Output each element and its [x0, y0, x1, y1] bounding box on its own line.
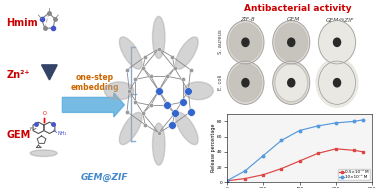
- 0.5×10⁻³ M: [243, 177, 247, 180]
- Ellipse shape: [153, 16, 165, 58]
- Ellipse shape: [119, 112, 142, 145]
- 0.5×10⁻³ M: [352, 149, 356, 152]
- Circle shape: [319, 21, 355, 63]
- Circle shape: [273, 61, 310, 104]
- Circle shape: [229, 64, 262, 102]
- 0.5×10⁻³ M: [279, 168, 284, 170]
- Circle shape: [242, 38, 249, 46]
- Ellipse shape: [153, 123, 165, 165]
- Y-axis label: Release percentage: Release percentage: [211, 124, 216, 172]
- Circle shape: [288, 38, 295, 46]
- Circle shape: [288, 79, 295, 87]
- 10×10⁻³ M: [352, 120, 356, 123]
- Text: GEM: GEM: [287, 17, 301, 22]
- Text: NH₂: NH₂: [57, 131, 67, 136]
- Circle shape: [319, 61, 355, 104]
- Line: 0.5×10⁻³ M: 0.5×10⁻³ M: [226, 148, 364, 182]
- Polygon shape: [42, 65, 57, 80]
- Ellipse shape: [119, 37, 142, 69]
- Ellipse shape: [30, 150, 57, 156]
- Circle shape: [275, 64, 308, 102]
- Text: ZIF-8: ZIF-8: [240, 17, 255, 22]
- Circle shape: [321, 23, 353, 61]
- Text: one-step
embedding: one-step embedding: [71, 73, 119, 92]
- 10×10⁻³ M: [316, 125, 320, 127]
- Circle shape: [333, 79, 341, 87]
- 10×10⁻³ M: [243, 170, 247, 172]
- 0.5×10⁻³ M: [225, 180, 229, 182]
- Text: Antibacterial activity: Antibacterial activity: [244, 4, 352, 13]
- 10×10⁻³ M: [225, 180, 229, 182]
- Circle shape: [316, 58, 358, 107]
- FancyArrow shape: [62, 93, 124, 117]
- 0.5×10⁻³ M: [334, 148, 338, 150]
- Circle shape: [227, 21, 264, 64]
- Text: Hmim: Hmim: [6, 17, 38, 28]
- Text: S. aureus: S. aureus: [218, 29, 223, 54]
- Ellipse shape: [104, 82, 134, 100]
- Circle shape: [321, 64, 353, 102]
- Text: H₂O₂-sensitive release: H₂O₂-sensitive release: [245, 169, 350, 178]
- Text: GEM@ZIF: GEM@ZIF: [80, 173, 128, 182]
- Circle shape: [273, 21, 310, 64]
- Ellipse shape: [184, 82, 213, 100]
- Circle shape: [242, 79, 249, 87]
- Text: E. coli: E. coli: [218, 74, 223, 89]
- Circle shape: [333, 38, 341, 46]
- 10×10⁻³ M: [261, 155, 265, 157]
- Line: 10×10⁻³ M: 10×10⁻³ M: [226, 119, 364, 182]
- Ellipse shape: [175, 37, 198, 69]
- Text: F: F: [30, 127, 33, 132]
- 0.5×10⁻³ M: [261, 174, 265, 176]
- Text: GEM@ZIF: GEM@ZIF: [325, 17, 354, 22]
- Ellipse shape: [175, 112, 198, 145]
- Circle shape: [319, 21, 355, 64]
- Legend: 0.5×10⁻³ M, 10×10⁻³ M: 0.5×10⁻³ M, 10×10⁻³ M: [338, 169, 370, 180]
- 10×10⁻³ M: [279, 139, 284, 142]
- Text: O: O: [43, 111, 46, 116]
- Circle shape: [275, 23, 308, 61]
- Text: Zn²⁺: Zn²⁺: [6, 70, 30, 80]
- Circle shape: [276, 65, 306, 100]
- 0.5×10⁻³ M: [361, 151, 366, 153]
- Circle shape: [227, 61, 264, 104]
- 10×10⁻³ M: [297, 129, 302, 132]
- 10×10⁻³ M: [361, 119, 366, 121]
- 10×10⁻³ M: [334, 122, 338, 124]
- Circle shape: [229, 23, 262, 61]
- Text: GEM: GEM: [6, 130, 31, 140]
- 0.5×10⁻³ M: [297, 160, 302, 162]
- 0.5×10⁻³ M: [316, 152, 320, 155]
